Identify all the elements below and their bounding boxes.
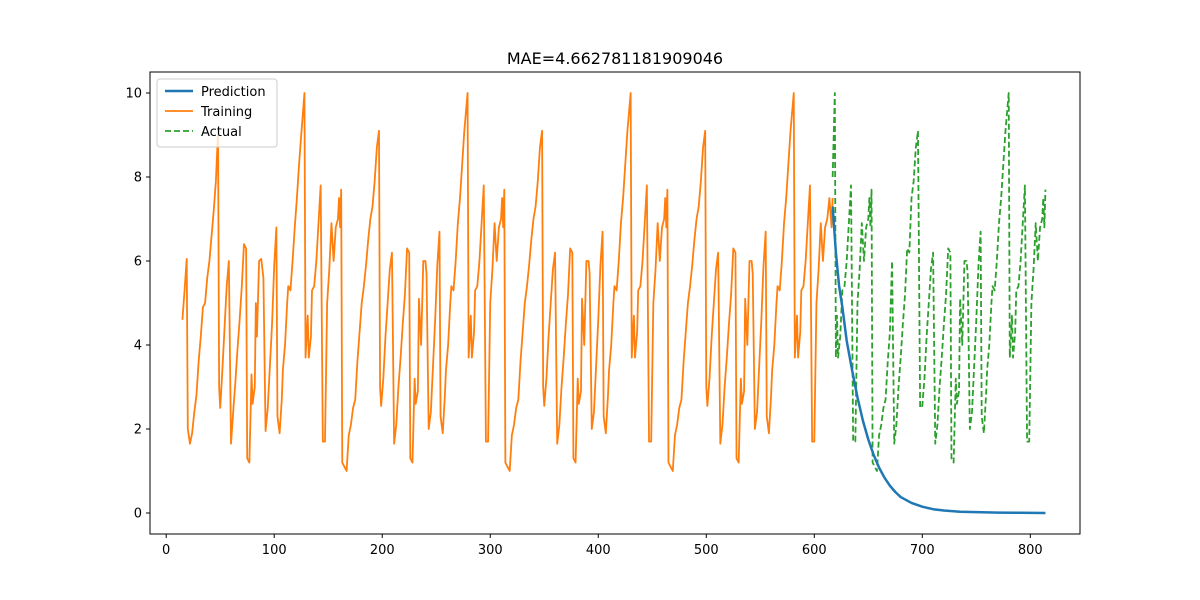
legend-label-prediction: Prediction: [201, 85, 266, 100]
x-tick-label: 700: [910, 543, 935, 558]
x-tick-label: 300: [478, 543, 503, 558]
series-line-training: [181, 92, 834, 472]
y-tick-label: 0: [134, 507, 142, 522]
plot-frame: [149, 71, 1081, 535]
y-tick-label: 10: [125, 87, 142, 102]
x-axis: 0 100 200 300 400 500 600 700 800: [162, 534, 1043, 558]
legend-label-training: Training: [200, 105, 252, 120]
legend-label-actual: Actual: [201, 125, 242, 140]
chart-title: MAE=4.662781181909046: [507, 49, 723, 68]
x-tick-label: 800: [1018, 543, 1043, 558]
series-line-prediction: [831, 206, 1046, 515]
x-tick-label: 400: [586, 543, 611, 558]
x-tick-label: 500: [694, 543, 719, 558]
x-tick-label: 100: [262, 543, 287, 558]
x-tick-label: 200: [370, 543, 395, 558]
y-tick-label: 4: [134, 339, 142, 354]
y-axis: 0 2 4 6 8 10: [125, 87, 150, 522]
y-tick-label: 6: [134, 255, 142, 270]
legend-box: [156, 78, 278, 148]
series-layer: [181, 92, 1047, 515]
legend: Prediction Training Actual: [156, 78, 278, 148]
y-tick-label: 8: [134, 171, 142, 186]
x-tick-label: 0: [162, 543, 170, 558]
series-line-actual: [831, 92, 1047, 472]
y-tick-label: 2: [134, 423, 142, 438]
x-tick-label: 600: [802, 543, 827, 558]
